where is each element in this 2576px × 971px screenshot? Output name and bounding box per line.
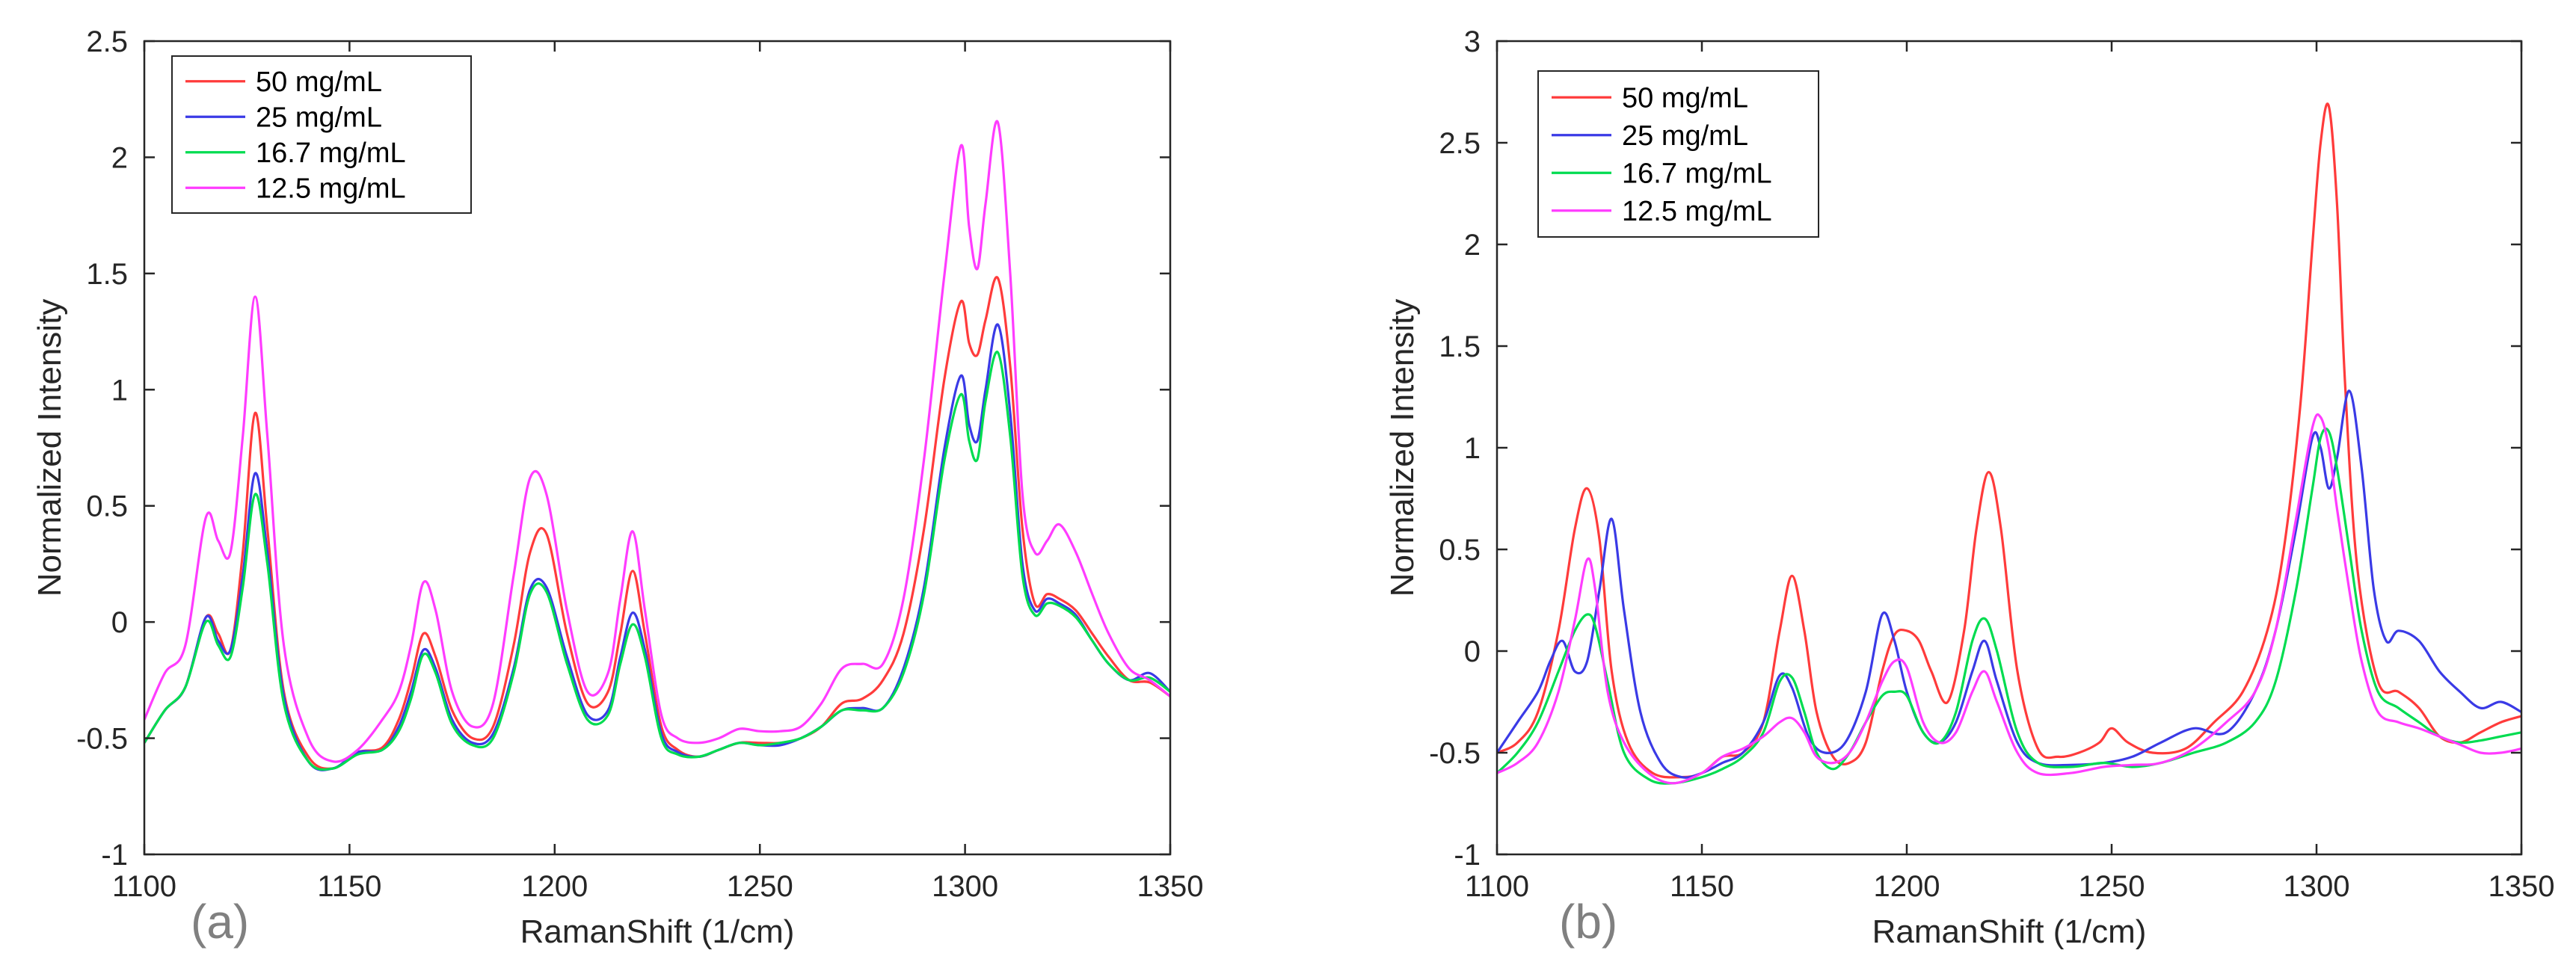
chart-a-y-tick-label: -1 bbox=[101, 839, 128, 872]
chart-a-legend-label: 25 mg/mL bbox=[256, 102, 382, 133]
chart-a-y-tick-label: 2 bbox=[111, 141, 128, 174]
chart-a-x-tick-label: 1200 bbox=[521, 870, 588, 903]
chart-b-panel-label: (b) bbox=[1559, 895, 1617, 949]
chart-b-y-tick-label: -1 bbox=[1454, 839, 1481, 872]
chart-b-legend-label: 25 mg/mL bbox=[1622, 120, 1748, 152]
chart-a-y-tick-label: 1.5 bbox=[86, 258, 128, 291]
chart-b-series-line bbox=[1497, 389, 2521, 779]
chart-b-legend-label: 12.5 mg/mL bbox=[1622, 196, 1772, 227]
chart-b-y-tick-label: 0 bbox=[1464, 635, 1481, 668]
chart-a-legend-label: 12.5 mg/mL bbox=[256, 173, 406, 204]
chart-b-y-tick-label: 3 bbox=[1464, 25, 1481, 58]
chart-b-x-tick-label: 1350 bbox=[2489, 870, 2555, 903]
chart-a-legend-label: 16.7 mg/mL bbox=[256, 138, 406, 169]
chart-b-legend-label: 50 mg/mL bbox=[1622, 82, 1748, 114]
chart-b-x-tick-label: 1200 bbox=[1874, 870, 1940, 903]
chart-a-x-tick-label: 1250 bbox=[727, 870, 793, 903]
chart-a-x-tick-label: 1100 bbox=[112, 870, 176, 903]
chart-b-x-tick-label: 1300 bbox=[2284, 870, 2350, 903]
chart-b-x-tick-label: 1250 bbox=[2079, 870, 2145, 903]
chart-b-y-axis-label: Normalized Intensity bbox=[1384, 299, 1421, 597]
chart-b-x-tick-label: 1150 bbox=[1670, 870, 1734, 903]
chart-a-axes-box bbox=[143, 40, 1172, 856]
chart-a-panel-label: (a) bbox=[191, 895, 249, 949]
chart-a-y-tick-label: -0.5 bbox=[76, 723, 128, 756]
chart-a-y-axis-label: Normalized Intensity bbox=[31, 299, 68, 597]
chart-b-x-tick-label: 1100 bbox=[1465, 870, 1529, 903]
chart-a-series-line bbox=[144, 120, 1170, 763]
chart-a-x-axis-label: RamanShift (1/cm) bbox=[520, 913, 795, 950]
chart-b-y-tick-label: 1 bbox=[1464, 432, 1481, 465]
chart-b-legend-label: 16.7 mg/mL bbox=[1622, 158, 1772, 189]
chart-b-y-tick-label: 2 bbox=[1464, 229, 1481, 262]
chart-b-x-axis-label: RamanShift (1/cm) bbox=[1872, 913, 2147, 950]
chart-b-legend-box bbox=[1537, 70, 1819, 238]
chart-a-x-tick-label: 1350 bbox=[1137, 870, 1204, 903]
chart-b-y-tick-label: 0.5 bbox=[1439, 534, 1481, 567]
chart-b-y-tick-label: 2.5 bbox=[1439, 127, 1481, 160]
chart-a-series-line bbox=[144, 351, 1170, 771]
chart-b-series-line bbox=[1497, 413, 2521, 785]
chart-b-y-tick-label: 1.5 bbox=[1439, 330, 1481, 363]
chart-a-x-tick-label: 1300 bbox=[932, 870, 998, 903]
chart-a-y-tick-label: 0 bbox=[111, 606, 128, 639]
chart-b-series-line bbox=[1497, 427, 2521, 785]
chart-a-y-tick-label: 2.5 bbox=[86, 25, 128, 58]
chart-a-legend-label: 50 mg/mL bbox=[256, 67, 382, 98]
chart-a-x-tick-label: 1150 bbox=[317, 870, 381, 903]
chart-a-y-tick-label: 0.5 bbox=[86, 490, 128, 523]
chart-a-y-tick-label: 1 bbox=[111, 374, 128, 407]
chart-b-y-tick-label: -0.5 bbox=[1429, 737, 1481, 770]
